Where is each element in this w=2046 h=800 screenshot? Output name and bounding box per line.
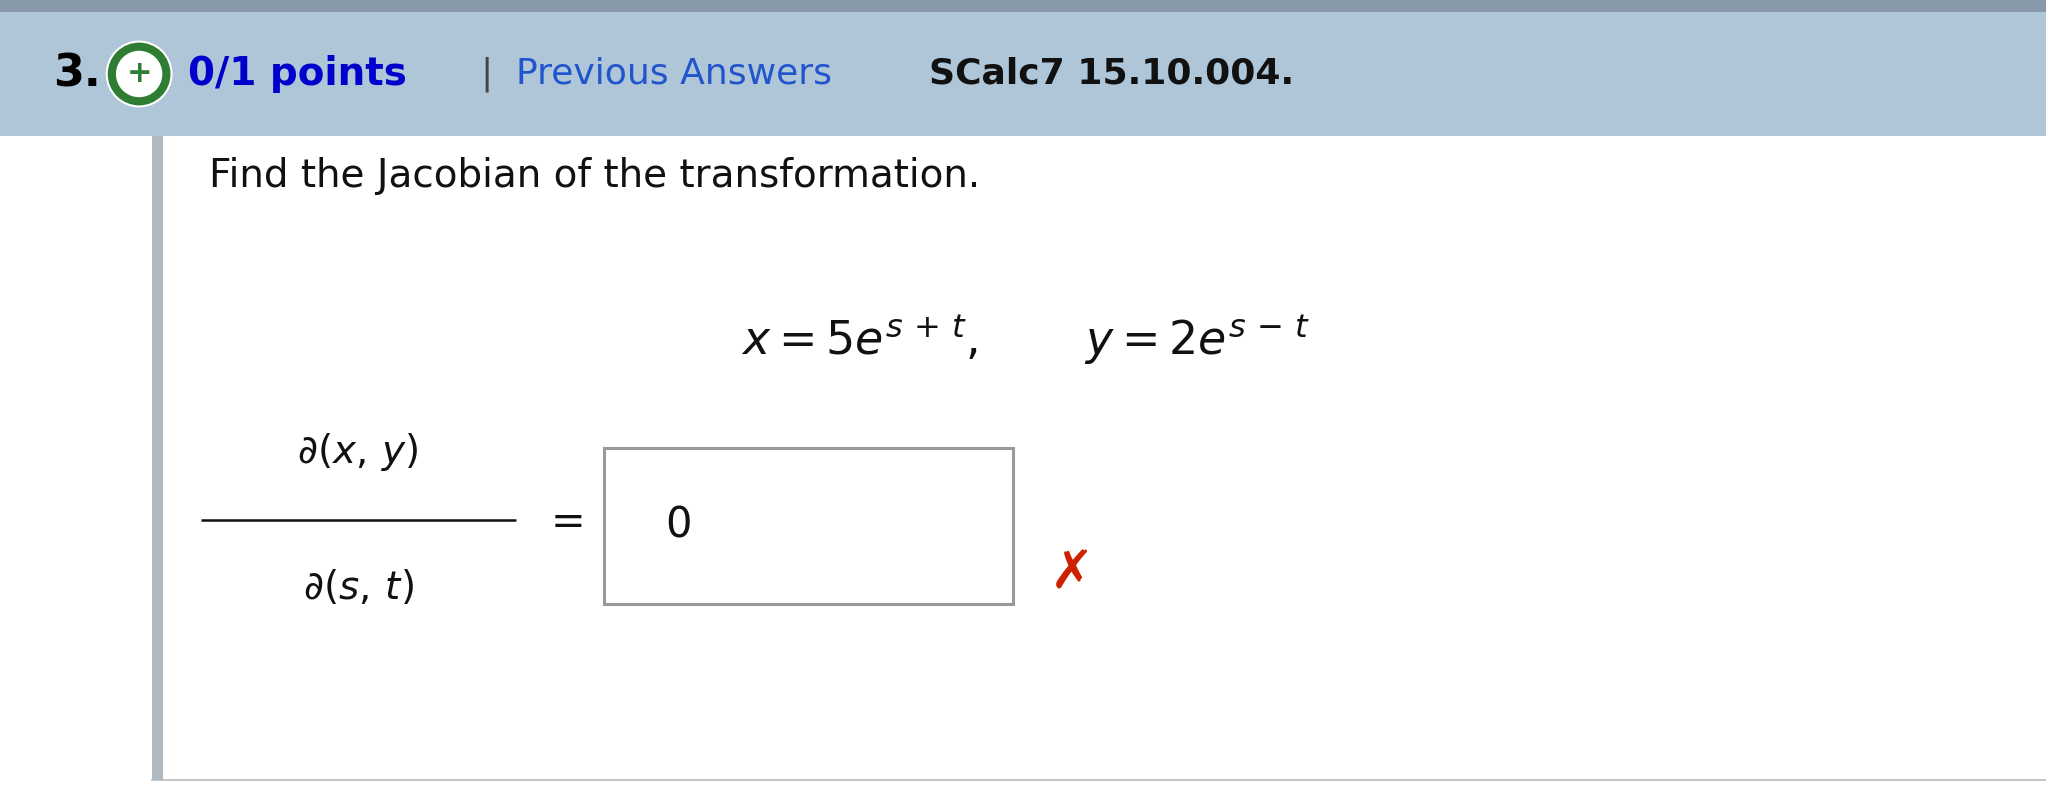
- Ellipse shape: [108, 43, 170, 105]
- FancyBboxPatch shape: [0, 0, 2046, 12]
- Text: $=$: $=$: [542, 499, 583, 541]
- Text: $\partial(x,\,y)$: $\partial(x,\,y)$: [297, 431, 419, 473]
- Text: |: |: [481, 56, 493, 92]
- FancyBboxPatch shape: [604, 448, 1013, 604]
- Text: 0: 0: [665, 505, 692, 547]
- Text: 0/1 points: 0/1 points: [188, 55, 407, 93]
- Text: 3.: 3.: [53, 53, 100, 95]
- Ellipse shape: [106, 42, 172, 106]
- FancyBboxPatch shape: [151, 136, 164, 780]
- Text: +: +: [127, 59, 151, 89]
- Text: $x = 5e^{s\,+\,t},$: $x = 5e^{s\,+\,t},$: [741, 315, 978, 365]
- Ellipse shape: [117, 51, 162, 97]
- Text: $\partial(s,\,t)$: $\partial(s,\,t)$: [303, 569, 413, 607]
- Text: Find the Jacobian of the transformation.: Find the Jacobian of the transformation.: [209, 157, 980, 195]
- Text: Previous Answers: Previous Answers: [516, 57, 831, 91]
- Text: ✗: ✗: [1050, 548, 1095, 600]
- FancyBboxPatch shape: [0, 12, 2046, 136]
- Text: SCalc7 15.10.004.: SCalc7 15.10.004.: [929, 57, 1293, 91]
- Text: $y = 2e^{s\,-\,t}$: $y = 2e^{s\,-\,t}$: [1084, 313, 1309, 367]
